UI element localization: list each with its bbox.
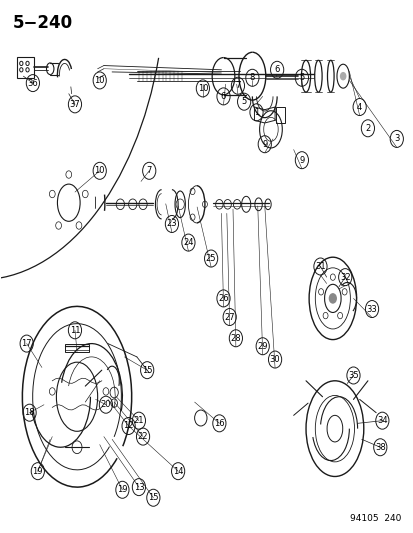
Circle shape bbox=[339, 72, 346, 80]
Text: 15: 15 bbox=[142, 366, 152, 375]
Text: 21: 21 bbox=[133, 416, 144, 425]
Text: 29: 29 bbox=[257, 342, 267, 351]
Text: 19: 19 bbox=[117, 485, 127, 494]
Text: 34: 34 bbox=[376, 416, 387, 425]
Text: 10: 10 bbox=[197, 84, 208, 93]
Text: 16: 16 bbox=[214, 419, 224, 428]
Text: 5−240: 5−240 bbox=[13, 14, 73, 32]
Text: 9: 9 bbox=[261, 140, 267, 149]
Text: 17: 17 bbox=[21, 339, 32, 348]
Bar bbox=[64, 344, 89, 352]
Text: 7: 7 bbox=[146, 166, 152, 175]
Text: 10: 10 bbox=[94, 76, 105, 85]
Text: 35: 35 bbox=[347, 371, 358, 380]
Text: 11: 11 bbox=[69, 326, 80, 335]
Text: 14: 14 bbox=[173, 467, 183, 475]
Text: 30: 30 bbox=[269, 355, 280, 364]
Text: 3: 3 bbox=[393, 134, 399, 143]
Text: 33: 33 bbox=[366, 304, 377, 313]
Text: 13: 13 bbox=[133, 482, 144, 491]
Text: 24: 24 bbox=[183, 238, 193, 247]
Text: 38: 38 bbox=[374, 443, 385, 452]
Text: 25: 25 bbox=[205, 254, 216, 263]
Text: 7: 7 bbox=[235, 81, 240, 90]
Text: 9: 9 bbox=[299, 156, 304, 165]
Text: 19: 19 bbox=[33, 467, 43, 475]
Text: 12: 12 bbox=[123, 422, 133, 431]
Circle shape bbox=[328, 293, 336, 304]
Text: 26: 26 bbox=[218, 294, 228, 303]
Text: 5: 5 bbox=[241, 97, 246, 106]
Text: 2: 2 bbox=[364, 124, 370, 133]
Text: 23: 23 bbox=[166, 220, 177, 229]
Text: 20: 20 bbox=[100, 400, 111, 409]
Text: 28: 28 bbox=[230, 334, 241, 343]
Text: 27: 27 bbox=[224, 312, 235, 321]
Text: 36: 36 bbox=[27, 78, 38, 87]
Text: 6: 6 bbox=[274, 66, 279, 74]
Text: 18: 18 bbox=[24, 408, 35, 417]
Text: 4: 4 bbox=[356, 102, 361, 111]
Text: 10: 10 bbox=[94, 166, 105, 175]
Text: 32: 32 bbox=[339, 273, 350, 281]
Text: 22: 22 bbox=[138, 432, 148, 441]
Text: 1: 1 bbox=[253, 108, 259, 117]
Text: 31: 31 bbox=[314, 262, 325, 271]
Text: 37: 37 bbox=[69, 100, 80, 109]
Text: 6: 6 bbox=[220, 92, 225, 101]
Text: 5: 5 bbox=[299, 73, 304, 82]
Text: 15: 15 bbox=[148, 493, 158, 502]
Text: 8: 8 bbox=[249, 73, 254, 82]
Text: 94105  240: 94105 240 bbox=[349, 514, 400, 523]
